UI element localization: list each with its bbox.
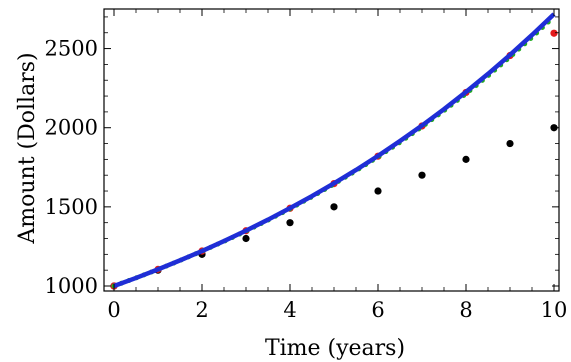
plot-frame	[103, 8, 560, 292]
x-axis-label: Time (years)	[265, 336, 405, 361]
chart-ticks: 0 2 4 6 8 10 1000 1500 2000 2500	[45, 9, 568, 322]
data-point	[550, 29, 558, 37]
y-tick-label: 1000	[45, 274, 98, 298]
series-line-dotted	[111, 14, 557, 289]
y-tick-label: 1500	[45, 195, 98, 219]
data-point	[286, 219, 294, 227]
data-point	[418, 171, 426, 179]
x-tick-label: 8	[459, 298, 472, 322]
chart-series	[110, 12, 558, 290]
x-tick-label: 0	[107, 298, 120, 322]
data-point	[462, 155, 470, 163]
y-axis-label: Amount (Dollars)	[15, 52, 40, 244]
y-tick-label: 2000	[45, 116, 98, 140]
chart-frame	[103, 8, 560, 292]
data-point	[374, 187, 382, 195]
x-tick-label: 10	[541, 298, 568, 322]
x-tick-label: 6	[371, 298, 384, 322]
y-tick-label: 2500	[45, 37, 98, 61]
data-point	[330, 203, 338, 211]
data-point	[242, 234, 250, 243]
x-tick-label: 4	[283, 298, 296, 322]
x-tick-label: 2	[195, 298, 208, 322]
data-point	[506, 139, 514, 148]
series-line-solid	[113, 12, 556, 289]
